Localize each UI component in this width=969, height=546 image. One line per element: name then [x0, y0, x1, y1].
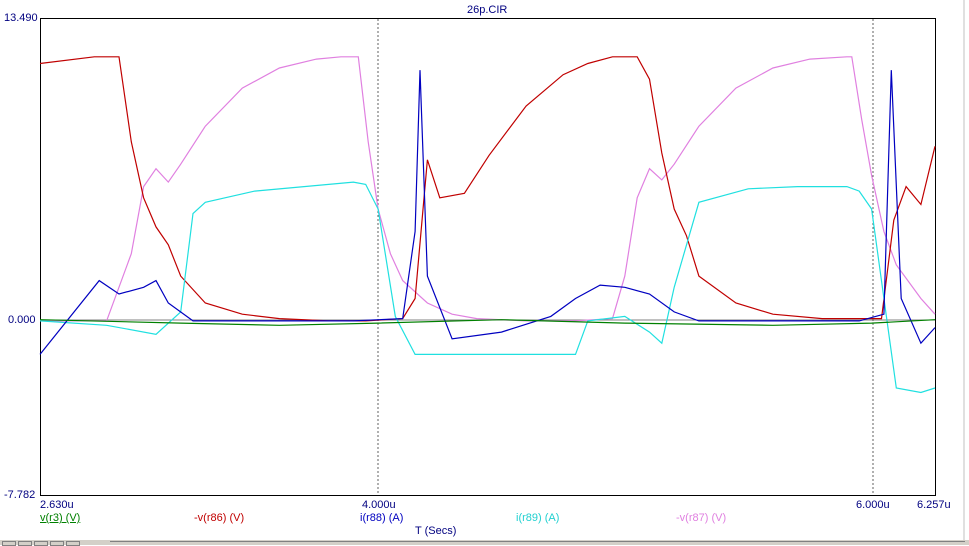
series-line-v-r3-v [39, 319, 936, 326]
status-bar-field [110, 541, 965, 545]
chart-title: 26p.CIR [467, 4, 508, 16]
series-line-i-r88-a [39, 70, 936, 355]
status-segment [2, 541, 16, 546]
series-layer [39, 56, 936, 394]
legend-i-r89[interactable]: i(r89) (A) [516, 512, 560, 524]
legend-v-r86[interactable]: -v(r86) (V) [194, 512, 245, 524]
legend-v-r87[interactable]: -v(r87) (V) [676, 512, 727, 524]
x-tick-label-6: 6.000u [856, 499, 890, 511]
y-zero-label: 0.000 [8, 314, 36, 326]
status-segment [50, 541, 64, 546]
status-segment [34, 541, 48, 546]
x-start-label: 2.630u [40, 499, 74, 511]
status-segment [66, 541, 80, 546]
y-max-label: 13.490 [4, 12, 38, 24]
plot-frame [40, 18, 936, 496]
x-tick-label-4: 4.000u [362, 499, 396, 511]
x-axis-title: T (Secs) [415, 525, 457, 537]
series-line-v-r86-v [39, 56, 936, 322]
status-strip [0, 540, 969, 546]
x-end-label: 6.257u [917, 499, 951, 511]
legend-i-r88[interactable]: i(r88) (A) [360, 512, 404, 524]
series-line-i-r89-a [39, 181, 936, 394]
legend-v-r3[interactable]: v(r3) (V) [40, 512, 81, 524]
y-min-label: -7.782 [4, 489, 36, 501]
status-segment [18, 541, 32, 546]
